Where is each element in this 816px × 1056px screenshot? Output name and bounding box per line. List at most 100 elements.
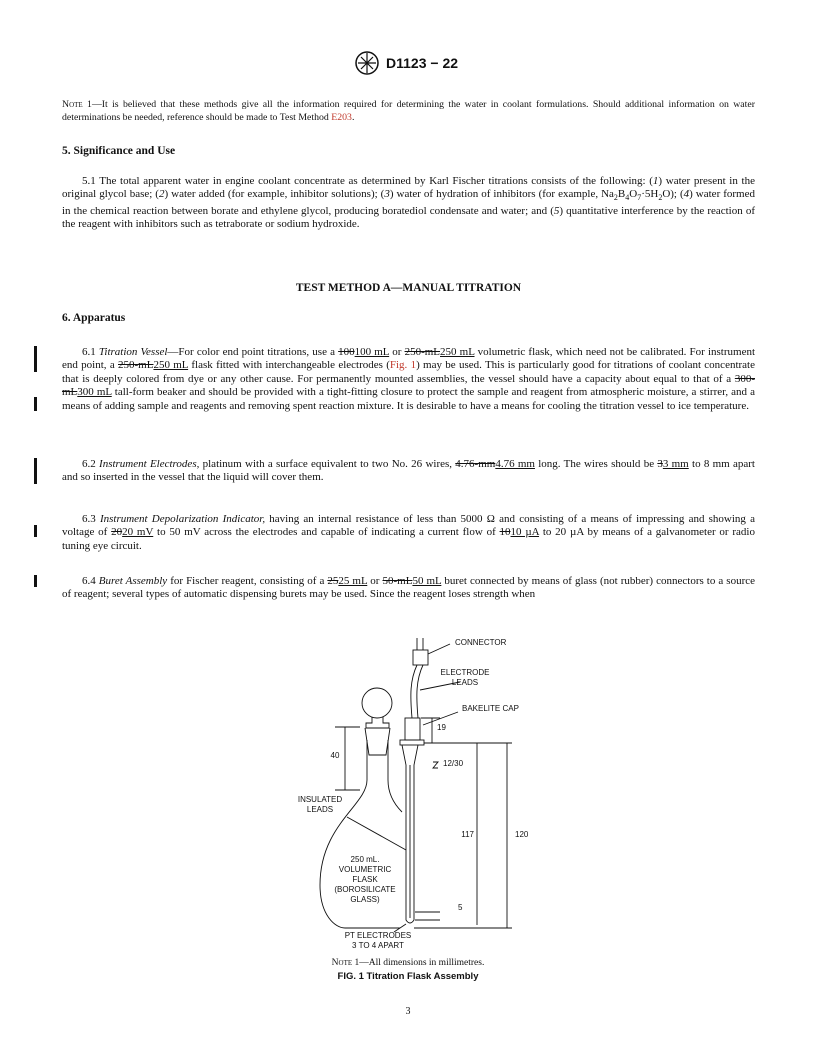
text: B <box>617 188 626 201</box>
change-bar <box>34 575 37 587</box>
change-bar <box>34 458 37 484</box>
figure-label: 19 <box>437 723 446 732</box>
subscript: 4 <box>625 193 630 203</box>
text: O <box>629 188 638 201</box>
inserted-text: 4.76 mm <box>495 458 535 470</box>
figure-label: BAKELITE CAP <box>462 704 519 713</box>
link[interactable]: E203 <box>331 111 352 123</box>
figure-label: GLASS) <box>350 895 380 904</box>
note-1: Note 1—It is believed that these methods… <box>62 99 755 124</box>
deleted-text: 250-mL <box>404 346 441 358</box>
text: buret connected by means of glass (not r… <box>62 575 755 601</box>
change-bar <box>34 346 37 372</box>
figure-label: 5 <box>458 903 463 912</box>
inserted-text: 10 µA <box>510 526 540 539</box>
text: —For color end point titrations, use a <box>167 346 339 358</box>
section-heading: 5. Significance and Use <box>62 145 176 157</box>
figure-label: 3 TO 4 APART <box>352 941 404 950</box>
change-bar <box>34 397 37 411</box>
figure-label: 250 mL. <box>351 855 380 864</box>
figure-label: LEADS <box>307 805 333 814</box>
text: O); ( <box>662 188 684 201</box>
text: or <box>367 575 383 587</box>
text: flask fitted with interchangeable electr… <box>188 359 390 372</box>
text: or <box>389 346 405 358</box>
text: . <box>351 111 355 123</box>
page-number: 3 <box>405 1006 411 1017</box>
section-heading: 6. Apparatus <box>62 312 126 324</box>
inserted-text: 100 mL <box>354 346 390 358</box>
figure-label: LEADS <box>452 678 478 687</box>
deleted-text: 10 <box>499 526 511 539</box>
figure-label: FLASK <box>352 875 378 884</box>
text: 6.4 <box>82 575 99 587</box>
inserted-text: 25 mL <box>338 575 368 587</box>
text: 5.1 The total apparent water in engine c… <box>82 175 653 187</box>
text: —It is believed that these methods give … <box>62 99 755 123</box>
text: to 8 mm apart and so inserted in the ves… <box>62 458 755 484</box>
figure-label: VOLUMETRIC <box>339 865 392 874</box>
change-bar <box>34 525 37 537</box>
inserted-text: 3 mm <box>662 458 689 470</box>
italic-text: 4 <box>683 188 690 201</box>
inserted-text: 50 mL <box>412 575 442 587</box>
paragraph: 6.4 Buret Assembly for Fischer reagent, … <box>62 575 755 602</box>
deleted-text: 50-mL <box>382 575 413 587</box>
text: long. The wires should be <box>534 458 658 470</box>
paragraph: 6.3 Instrument Depolarization Indicator,… <box>62 513 755 553</box>
paragraph: 6.2 Instrument Electrodes, platinum with… <box>62 458 755 485</box>
designation: D1123 − 22 <box>386 55 459 71</box>
astm-logo <box>355 51 379 75</box>
text: ) water present in the original glycol b… <box>62 175 755 201</box>
deleted-text: 4.76-mm <box>455 458 496 470</box>
italic-text: 2 <box>158 188 165 201</box>
deleted-text: 100 <box>338 346 355 358</box>
italic-text: 3 <box>384 188 390 201</box>
text: for Fischer reagent, consisting of a <box>167 575 328 587</box>
figure-label: (BOROSILICATE <box>334 885 395 894</box>
text: ) water of hydration of inhibitors (for … <box>389 188 614 201</box>
italic-text: Titration Vessel <box>98 346 168 358</box>
figure-label: 12/30 <box>443 759 464 768</box>
subscript: 2 <box>613 193 618 203</box>
deleted-text: 250-mL <box>118 359 154 372</box>
text: ) may be used. This is particularly good… <box>62 359 755 385</box>
figure-label: 40 <box>331 751 340 760</box>
italic-text: 5 <box>553 205 560 217</box>
subscript: 7 <box>637 193 642 203</box>
note-text: —All dimensions in millimetres. <box>359 958 485 968</box>
deleted-text: 300-mL <box>62 372 755 399</box>
text: ) water formed in the chemical reaction … <box>62 188 755 217</box>
note-label: Note 1 <box>62 99 92 110</box>
text: having an internal resistance of less th… <box>62 513 756 539</box>
inserted-text: 300 mL <box>77 386 112 399</box>
figure-label: 117 <box>461 830 474 839</box>
text: ) water added (for example, inhibitor so… <box>164 188 385 201</box>
figure-label: PT ELECTRODES <box>345 931 412 940</box>
text: tall-form beaker and should be provided … <box>62 386 755 412</box>
italic-text: 1 <box>652 175 659 187</box>
text: 6.3 <box>82 513 100 525</box>
text: 6.2 <box>82 458 100 470</box>
paragraph: 6.1 Titration Vessel—For color end point… <box>62 346 755 413</box>
figure-label: ELECTRODE <box>441 668 490 677</box>
italic-text: Buret Assembly <box>98 575 168 587</box>
figure-label: 120 <box>515 830 529 839</box>
inserted-text: 20 mV <box>122 526 154 539</box>
text: ·5H <box>641 188 659 201</box>
figure-caption: FIG. 1 Titration Flask Assembly <box>337 971 479 982</box>
inserted-text: 250 mL <box>153 359 189 372</box>
italic-text: Instrument Electrodes, <box>99 458 200 470</box>
link[interactable]: Fig. 1 <box>389 359 417 372</box>
deleted-text: 25 <box>327 575 339 587</box>
text: to 50 mV across the electrodes and capab… <box>153 526 500 539</box>
text: to 20 µA by means of a galvanometer or r… <box>62 526 755 552</box>
subscript: 2 <box>658 193 663 203</box>
deleted-text: 3 <box>657 458 663 470</box>
method-title: TEST METHOD A—MANUAL TITRATION <box>295 282 522 294</box>
figure-label: INSULATED <box>298 795 343 804</box>
figure-label: CONNECTOR <box>455 638 507 647</box>
inserted-text: 250 mL <box>440 346 475 358</box>
